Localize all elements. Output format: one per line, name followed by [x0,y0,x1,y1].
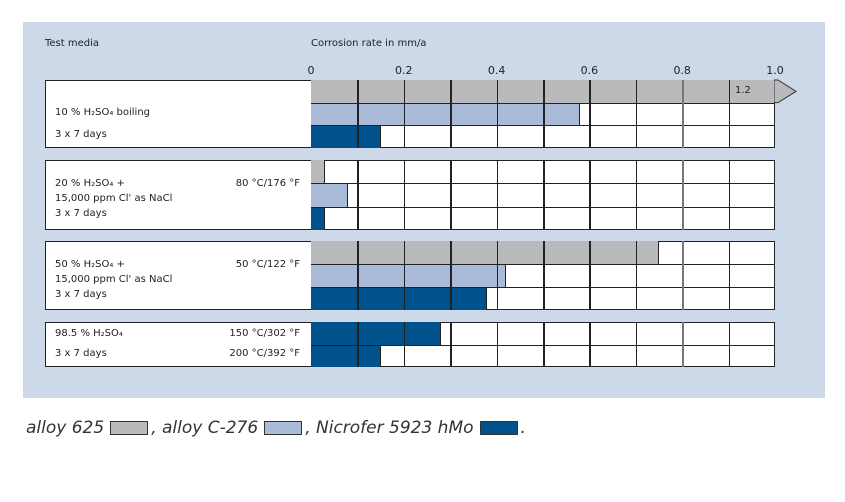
bar-nicrofer-5923-hmo [311,125,381,148]
grid-line [403,80,406,148]
bar-alloy-625 [311,160,325,184]
x-tick-label: 0.4 [487,64,506,77]
grid-line [450,80,452,148]
test-media-text: 15,000 ppm Cl' as NaCl [55,193,173,204]
grid-line [728,322,731,367]
grid-line [589,160,591,230]
grid-line [357,160,359,230]
grid-line [682,241,684,310]
legend-swatch-alloy-c276 [264,421,303,435]
legend-swatch-nicrofer [479,421,518,435]
x-tick-label: 0 [307,64,315,77]
grid-line [496,80,499,148]
legend-label-nicrofer: Nicrofer 5923 hMo [316,418,474,438]
temperature-text: 150 °C/302 °F [229,328,300,339]
grid-line [682,80,684,148]
grid-line [635,322,638,367]
grid-line [357,322,359,367]
grid-line [357,80,359,148]
grid-line [543,160,545,230]
grid-line [450,322,452,367]
grid-line [450,241,452,310]
legend-label-alloy-625: alloy 625 [26,418,105,438]
test-media-cell [45,80,311,148]
test-media-text: 3 x 7 days [55,289,107,300]
legend-separator: , [305,418,316,438]
grid-line [682,322,684,367]
grid-line [635,160,638,230]
legend-separator: . [520,418,526,438]
temperature-text: 200 °C/392 °F [229,348,300,359]
grid-line [403,241,406,310]
grid-line [450,160,452,230]
grid-line [403,160,406,230]
grid-line [589,80,591,148]
grid-line [543,80,545,148]
temperature-text: 50 °C/122 °F [235,259,300,270]
grid-line [543,322,545,367]
grid-line [496,322,499,367]
temperature-text: 80 °C/176 °F [235,178,300,189]
grid-line [496,241,499,310]
legend-separator: , [151,418,162,438]
grid-line [728,160,731,230]
test-media-text: 98.5 % H₂SO₄ [55,328,123,339]
bar-nicrofer-5923-hmo [311,322,441,345]
grid-line [543,241,545,310]
test-media-header: Test media [45,38,100,49]
x-tick-label: 0.8 [673,64,691,77]
grid-line [357,241,359,310]
test-media-cell [45,322,311,367]
bar-nicrofer-5923-hmo [311,344,381,367]
bar-value-label: 1.2 [735,85,751,96]
legend: alloy 625, alloy C-276, Nicrofer 5923 hM… [26,418,526,438]
test-media-text: 3 x 7 days [55,348,107,359]
test-media-text: 3 x 7 days [55,129,107,140]
legend-swatch-alloy-625 [110,421,149,435]
bar-alloy-c-276 [311,264,506,287]
bar-alloy-c-276 [311,102,581,126]
x-tick-label: 0.6 [580,64,599,77]
grid-line [635,241,638,310]
grid-line [635,80,638,148]
grid-line [728,80,731,148]
bar-nicrofer-5923-hmo [311,287,488,310]
bar-alloy-c-276 [311,183,349,207]
grid-line [403,322,406,367]
test-media-text: 50 % H₂SO₄ + [55,259,125,270]
bar-alloy-625 [311,241,659,264]
test-media-text: 15,000 ppm Cl' as NaCl [55,274,173,285]
test-media-text: 10 % H₂SO₄ boiling [55,107,151,118]
grid-line [496,160,499,230]
test-media-text: 20 % H₂SO₄ + [55,178,125,189]
grid-line [728,241,731,310]
x-tick-label: 0.2 [395,64,413,77]
legend-label-alloy-c276: alloy C-276 [162,418,259,438]
test-media-cell [45,241,311,310]
test-media-text: 3 x 7 days [55,208,107,219]
x-tick-label: 1.0 [766,64,784,77]
grid-line [589,241,591,310]
grid-line [589,322,591,367]
x-axis-label: Corrosion rate in mm/a [311,38,427,49]
test-media-cell [45,160,311,230]
grid-line [682,160,684,230]
axis-break-arrow [774,79,797,104]
bar-nicrofer-5923-hmo [311,206,325,230]
